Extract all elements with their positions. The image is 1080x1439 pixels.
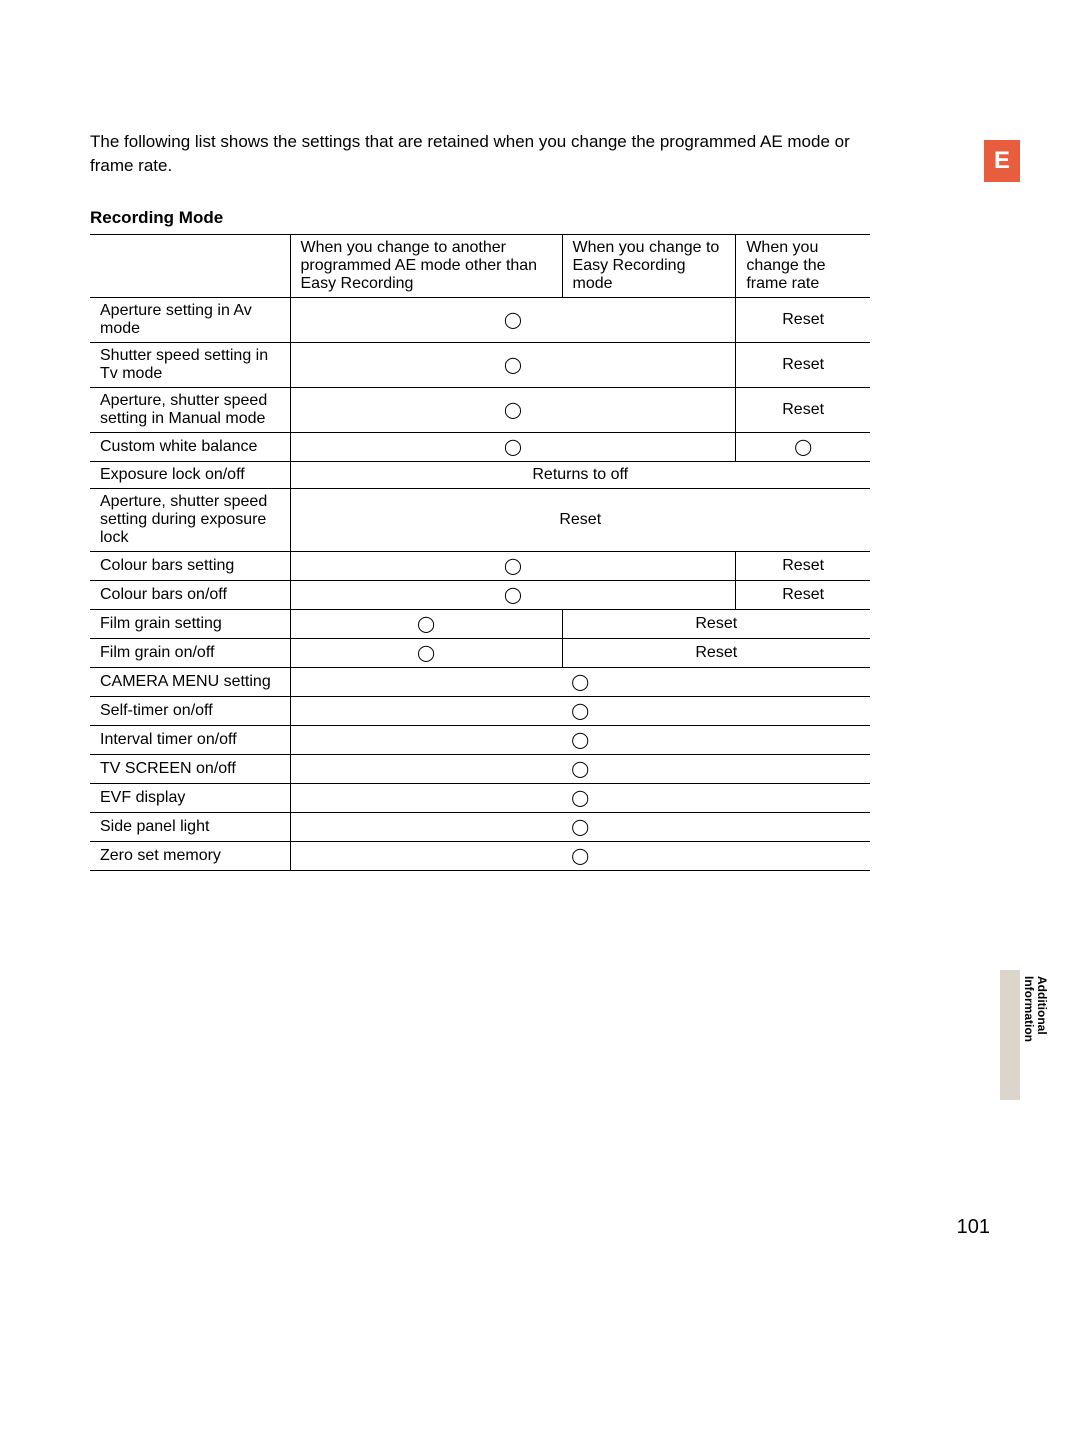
table-title: Recording Mode (90, 208, 990, 228)
table-row: CAMERA MENU setting◯ (90, 667, 870, 696)
side-tab-bg (1000, 970, 1020, 1100)
table-row: Self-timer on/off◯ (90, 696, 870, 725)
row-label: Side panel light (90, 812, 290, 841)
row-label: EVF display (90, 783, 290, 812)
row-label: Colour bars setting (90, 551, 290, 580)
table-row: Shutter speed setting in Tv mode◯Reset (90, 342, 870, 387)
cell-span123: Reset (290, 488, 870, 551)
settings-table: When you change to another programmed AE… (90, 234, 870, 871)
table-row: Film grain on/off◯Reset (90, 638, 870, 667)
cell-span12: ◯ (290, 580, 736, 609)
header-col2: When you change to Easy Recording mode (562, 234, 736, 297)
cell-span12: ◯ (290, 387, 736, 432)
row-label: Aperture setting in Av mode (90, 297, 290, 342)
cell-c1: ◯ (290, 638, 562, 667)
table-row: Custom white balance◯◯ (90, 432, 870, 461)
table-header-row: When you change to another programmed AE… (90, 234, 870, 297)
table-row: Exposure lock on/offReturns to off (90, 461, 870, 488)
cell-span123: ◯ (290, 812, 870, 841)
cell-span123: ◯ (290, 783, 870, 812)
cell-c3: Reset (736, 387, 870, 432)
side-tab-label: Additional Information (1022, 976, 1048, 1042)
cell-c3: Reset (736, 580, 870, 609)
row-label: Aperture, shutter speed setting during e… (90, 488, 290, 551)
cell-span123: ◯ (290, 725, 870, 754)
cell-span12: ◯ (290, 342, 736, 387)
cell-c1: ◯ (290, 609, 562, 638)
header-col3: When you change the frame rate (736, 234, 870, 297)
table-row: Aperture, shutter speed setting during e… (90, 488, 870, 551)
row-label: Custom white balance (90, 432, 290, 461)
table-row: Film grain setting◯Reset (90, 609, 870, 638)
table-row: Aperture setting in Av mode◯Reset (90, 297, 870, 342)
row-label: Shutter speed setting in Tv mode (90, 342, 290, 387)
row-label: Zero set memory (90, 841, 290, 870)
cell-span12: ◯ (290, 297, 736, 342)
header-blank (90, 234, 290, 297)
cell-span12: ◯ (290, 432, 736, 461)
row-label: Film grain on/off (90, 638, 290, 667)
header-col1: When you change to another programmed AE… (290, 234, 562, 297)
cell-span123: ◯ (290, 841, 870, 870)
cell-span123: Returns to off (290, 461, 870, 488)
row-label: Self-timer on/off (90, 696, 290, 725)
cell-span23: Reset (562, 609, 870, 638)
row-label: Colour bars on/off (90, 580, 290, 609)
table-row: Side panel light◯ (90, 812, 870, 841)
table-row: Colour bars on/off◯Reset (90, 580, 870, 609)
language-tab: E (984, 140, 1020, 182)
cell-span123: ◯ (290, 696, 870, 725)
cell-c3: Reset (736, 342, 870, 387)
table-row: TV SCREEN on/off◯ (90, 754, 870, 783)
row-label: CAMERA MENU setting (90, 667, 290, 696)
cell-span23: Reset (562, 638, 870, 667)
cell-span123: ◯ (290, 667, 870, 696)
row-label: Exposure lock on/off (90, 461, 290, 488)
document-page: The following list shows the settings th… (0, 0, 1080, 1439)
cell-c3: Reset (736, 297, 870, 342)
row-label: Aperture, shutter speed setting in Manua… (90, 387, 290, 432)
row-label: Film grain setting (90, 609, 290, 638)
cell-c3: ◯ (736, 432, 870, 461)
intro-text: The following list shows the settings th… (90, 130, 890, 178)
language-tab-label: E (994, 147, 1010, 175)
table-row: Interval timer on/off◯ (90, 725, 870, 754)
table-body: Aperture setting in Av mode◯ResetShutter… (90, 297, 870, 870)
table-row: Aperture, shutter speed setting in Manua… (90, 387, 870, 432)
table-row: EVF display◯ (90, 783, 870, 812)
row-label: TV SCREEN on/off (90, 754, 290, 783)
page-number: 101 (957, 1216, 990, 1239)
side-tab-line1: Additional (1035, 976, 1049, 1035)
cell-span123: ◯ (290, 754, 870, 783)
side-tab-line2: Information (1022, 976, 1036, 1042)
row-label: Interval timer on/off (90, 725, 290, 754)
cell-c3: Reset (736, 551, 870, 580)
table-row: Zero set memory◯ (90, 841, 870, 870)
cell-span12: ◯ (290, 551, 736, 580)
table-row: Colour bars setting◯Reset (90, 551, 870, 580)
